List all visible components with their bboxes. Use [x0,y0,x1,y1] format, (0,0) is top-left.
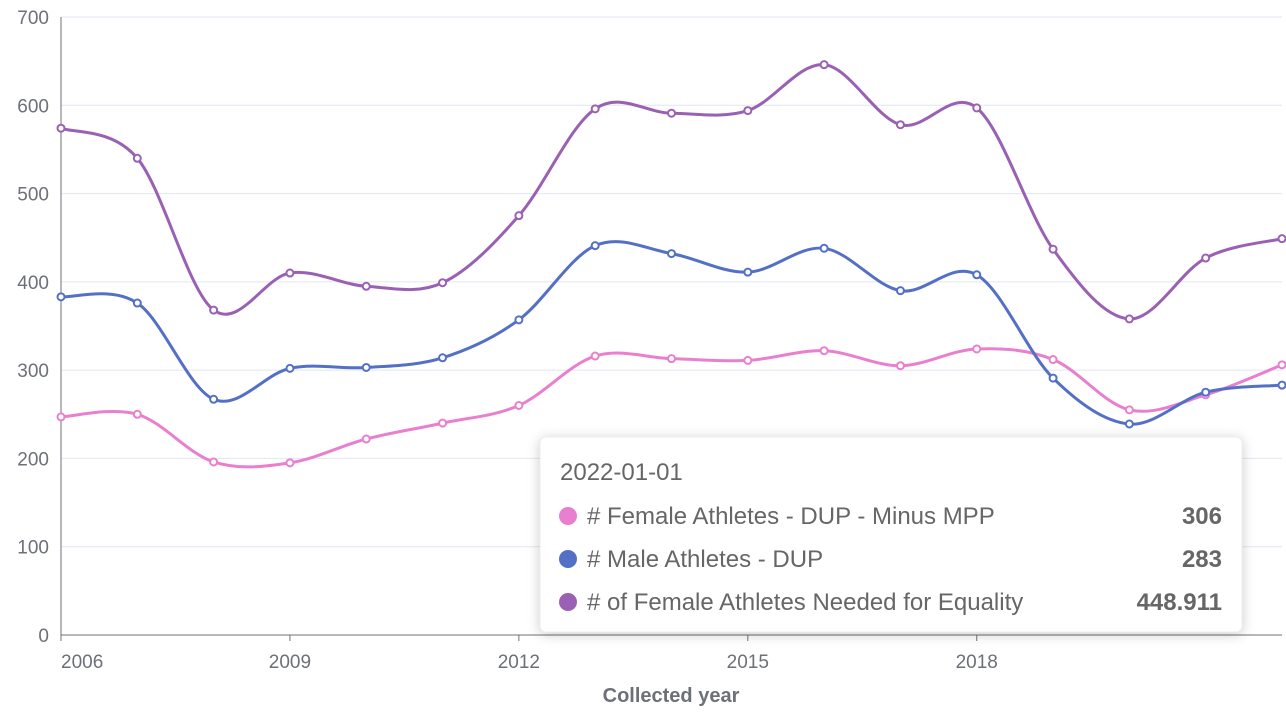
point [209,394,219,404]
y-tick-label: 300 [17,361,49,382]
point [1277,380,1286,390]
y-tick-label: 200 [17,449,49,470]
x-tick-label: 2015 [727,652,769,673]
point [361,362,371,372]
point [819,60,829,70]
point [972,344,982,354]
x-tick-label: 2012 [498,652,540,673]
x-tick-label: 2009 [269,652,311,673]
tooltip-title: 2022-01-01 [560,459,683,486]
point [1124,419,1134,429]
point [819,346,829,356]
y-tick-label: 100 [17,538,49,559]
point [1124,405,1134,415]
tooltip-box [539,436,1243,633]
point [514,211,524,221]
tooltip: 2022-01-01 # Female Athletes - DUP - Minu… [539,436,1243,633]
point [1277,360,1286,370]
point [590,104,600,114]
point [132,298,142,308]
point [1048,244,1058,254]
point [514,315,524,325]
point [438,353,448,363]
tooltip-series-name: # Female Athletes - DUP - Minus MPP [587,503,995,530]
point [56,123,66,133]
point [743,267,753,277]
tooltip-series-name: # of Female Athletes Needed for Equality [587,589,1023,616]
tooltip-marker [559,593,577,611]
point [514,400,524,410]
point [285,363,295,373]
point [1048,373,1058,383]
point [667,249,676,259]
y-tick-label: 700 [17,8,49,29]
point [132,153,142,163]
point [972,103,982,113]
point [590,241,600,251]
tooltip-value: 283 [1182,546,1222,573]
tooltip-series-name: # Male Athletes - DUP [587,546,823,573]
point [743,106,753,116]
point [819,243,829,253]
x-tick-label: 2006 [61,652,103,673]
series-line [60,240,1283,426]
point [1277,234,1286,244]
point [667,354,676,364]
point [743,355,753,365]
point [1048,355,1058,365]
point [590,351,600,361]
point [285,268,295,278]
x-axis-label: Collected year [603,685,740,707]
point [438,418,448,428]
series-line [60,63,1283,321]
tooltip-marker [559,550,577,568]
point [56,292,66,302]
y-tick-label: 500 [17,185,49,206]
point [209,457,219,467]
point [285,458,295,468]
point [895,286,905,296]
point [209,305,219,315]
point [438,278,448,288]
y-tick-label: 600 [17,96,49,117]
tooltip-value: 306 [1182,503,1222,530]
point [895,120,905,130]
point [56,412,66,422]
point [132,409,142,419]
y-tick-label: 0 [38,626,49,647]
point [1124,314,1134,324]
point [361,434,371,444]
point [972,270,982,280]
tooltip-marker [559,507,577,525]
point [895,361,905,371]
point [1201,253,1211,263]
tooltip-value: 448.911 [1137,589,1222,616]
y-tick-label: 400 [17,273,49,294]
point [361,281,371,291]
point [667,108,676,118]
x-tick-label: 2018 [956,652,998,673]
point [1201,387,1211,397]
